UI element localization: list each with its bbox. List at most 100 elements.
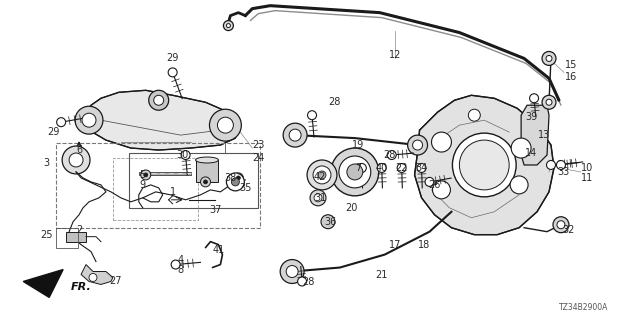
Text: 12: 12 xyxy=(388,51,401,60)
Circle shape xyxy=(468,109,480,121)
Ellipse shape xyxy=(196,157,218,163)
Text: 13: 13 xyxy=(538,130,550,140)
Text: 2: 2 xyxy=(76,225,82,235)
Circle shape xyxy=(339,156,371,188)
Text: 17: 17 xyxy=(388,240,401,250)
Text: 9: 9 xyxy=(140,180,146,190)
Text: 16: 16 xyxy=(564,72,577,82)
Text: 32: 32 xyxy=(563,225,575,235)
Circle shape xyxy=(57,118,66,127)
Circle shape xyxy=(511,138,531,158)
Circle shape xyxy=(280,260,304,284)
Circle shape xyxy=(542,52,556,65)
Text: 36: 36 xyxy=(324,217,336,227)
Circle shape xyxy=(397,164,406,172)
Circle shape xyxy=(556,161,565,170)
Circle shape xyxy=(387,150,396,159)
Circle shape xyxy=(218,117,234,133)
Circle shape xyxy=(69,153,83,167)
Circle shape xyxy=(234,173,243,183)
Text: 22: 22 xyxy=(396,163,408,173)
Circle shape xyxy=(283,123,307,147)
Circle shape xyxy=(144,173,148,177)
Text: 29: 29 xyxy=(47,127,60,137)
Text: 4: 4 xyxy=(177,255,184,265)
Text: 10: 10 xyxy=(580,163,593,173)
Circle shape xyxy=(460,140,509,190)
Text: 35: 35 xyxy=(239,183,252,193)
Circle shape xyxy=(377,164,386,172)
Circle shape xyxy=(62,146,90,174)
Text: 38: 38 xyxy=(224,173,237,183)
Circle shape xyxy=(171,260,180,269)
Circle shape xyxy=(510,176,528,194)
Circle shape xyxy=(314,194,322,202)
Text: 28: 28 xyxy=(383,150,396,160)
Polygon shape xyxy=(81,265,113,284)
Polygon shape xyxy=(139,172,191,175)
Text: 19: 19 xyxy=(352,140,364,150)
Circle shape xyxy=(547,161,556,170)
Polygon shape xyxy=(521,105,549,165)
Circle shape xyxy=(313,166,331,184)
Circle shape xyxy=(204,180,207,184)
Text: 24: 24 xyxy=(252,153,264,163)
Text: 6: 6 xyxy=(76,145,82,155)
Circle shape xyxy=(75,106,103,134)
Circle shape xyxy=(289,129,301,141)
Circle shape xyxy=(209,109,241,141)
Bar xyxy=(56,228,78,248)
Text: 42: 42 xyxy=(314,172,326,182)
Circle shape xyxy=(546,55,552,61)
Text: 30: 30 xyxy=(177,150,189,160)
Circle shape xyxy=(227,173,244,191)
Text: 8: 8 xyxy=(177,265,184,275)
Circle shape xyxy=(557,221,565,229)
Text: 11: 11 xyxy=(580,173,593,183)
Text: 5: 5 xyxy=(140,170,146,180)
Circle shape xyxy=(307,160,337,190)
Circle shape xyxy=(168,68,177,77)
Text: 25: 25 xyxy=(40,230,52,240)
Circle shape xyxy=(227,24,230,28)
Circle shape xyxy=(529,94,538,103)
Circle shape xyxy=(542,95,556,109)
Text: 34: 34 xyxy=(415,163,428,173)
Text: 40: 40 xyxy=(376,163,388,173)
Circle shape xyxy=(408,135,428,155)
Circle shape xyxy=(223,20,234,31)
Polygon shape xyxy=(23,269,63,297)
Circle shape xyxy=(321,215,335,229)
Circle shape xyxy=(431,132,451,152)
Text: 28: 28 xyxy=(302,277,314,287)
Circle shape xyxy=(200,177,211,187)
Text: 3: 3 xyxy=(43,158,49,168)
Circle shape xyxy=(413,140,422,150)
Bar xyxy=(56,143,260,228)
Text: 14: 14 xyxy=(525,148,537,158)
Circle shape xyxy=(148,90,169,110)
Text: FR.: FR. xyxy=(71,283,92,292)
Text: 27: 27 xyxy=(109,276,122,286)
Circle shape xyxy=(154,95,164,105)
Polygon shape xyxy=(196,160,218,182)
Bar xyxy=(129,153,259,208)
Circle shape xyxy=(546,99,552,105)
Circle shape xyxy=(141,170,151,180)
Circle shape xyxy=(310,190,326,206)
Text: 28: 28 xyxy=(329,97,341,107)
Text: 37: 37 xyxy=(209,205,221,215)
Text: 21: 21 xyxy=(376,269,388,279)
Text: 26: 26 xyxy=(428,180,441,190)
Text: 29: 29 xyxy=(166,53,179,63)
Circle shape xyxy=(286,266,298,277)
Polygon shape xyxy=(86,90,238,150)
Circle shape xyxy=(89,274,97,282)
Circle shape xyxy=(417,164,426,172)
Text: 7: 7 xyxy=(355,163,361,173)
Circle shape xyxy=(181,150,190,159)
Circle shape xyxy=(232,178,239,186)
Text: TZ34B2900A: TZ34B2900A xyxy=(559,303,609,312)
Circle shape xyxy=(331,148,379,196)
Circle shape xyxy=(236,176,241,180)
